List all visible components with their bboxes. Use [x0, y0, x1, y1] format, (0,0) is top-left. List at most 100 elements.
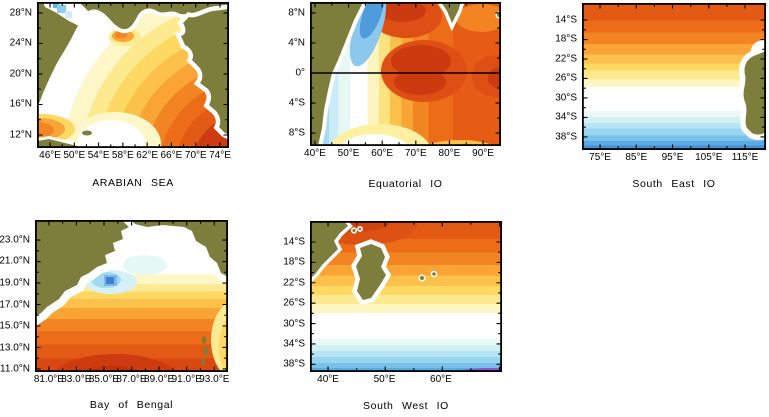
- y-tick-label: 15.0°N: [0, 320, 30, 332]
- y-tick-label: 30°S: [283, 318, 305, 330]
- y-tick-label: 26°S: [283, 297, 305, 309]
- y-axis-equatorial-io: 8°N 4°N 0° 4°S 8°S: [263, 2, 305, 146]
- map-arabian-sea: [37, 2, 229, 148]
- y-tick-label: 23.0°N: [0, 234, 30, 246]
- y-tick-label: 34°S: [283, 338, 305, 350]
- x-tick-label: 85.0°E: [88, 374, 119, 385]
- x-tick-label: 105°E: [695, 152, 723, 163]
- y-tick-label: 8°N: [288, 7, 305, 19]
- map-panel-bay-of-bengal: 81.0°E 83.0°E 85.0°E 87.0°E 89.0°E 91.0°E 93.0…: [0, 220, 229, 385]
- y-tick-label: 26°S: [555, 72, 577, 84]
- x-tick-label: 60°E: [371, 148, 394, 159]
- island-socotra: [80, 129, 94, 137]
- x-tick-label: 40°E: [317, 374, 339, 385]
- x-tick-label: 50°E: [337, 148, 360, 159]
- x-tick-label: 70°E: [404, 148, 427, 159]
- x-tick-label: 93.0°E: [199, 374, 230, 385]
- x-tick-label: 46°E: [39, 150, 61, 161]
- y-tick-label: 11.0°N: [0, 363, 30, 375]
- x-axis-equatorial-io: 40°E 50°E 60°E 70°E 80°E 90°E: [304, 148, 501, 162]
- y-axis-bay-of-bengal: 23.0°N 21.0°N 19.0°N 17.0°N 15.0°N 13.0°N 11.0…: [0, 220, 30, 375]
- y-axis-south-west-io: 14°S 18°S 22°S 26°S 30°S 34°S 38°S: [263, 221, 305, 372]
- x-tick-label: 40°E: [304, 148, 326, 159]
- plot-frame: [35, 220, 228, 372]
- x-tick-label: 74°E: [209, 150, 231, 161]
- x-tick-label: 91.0°E: [171, 374, 202, 385]
- map-bay-of-bengal: [35, 220, 228, 372]
- y-tick-label: 4°N: [288, 37, 305, 49]
- x-tick-label: 83.0°E: [61, 374, 92, 385]
- x-tick-label: 75°E: [589, 152, 611, 163]
- y-tick-label: 12°N: [9, 129, 32, 141]
- x-axis-bay-of-bengal: 81.0°E 83.0°E 85.0°E 87.0°E 89.0°E 91.0°E 93.0…: [33, 374, 230, 388]
- x-tick-label: 62°E: [136, 150, 159, 161]
- y-tick-label: 8°S: [288, 127, 305, 139]
- x-tick-label: 54°E: [87, 150, 110, 161]
- y-tick-label: 18°S: [283, 256, 305, 268]
- axis-ticks: [36, 221, 227, 371]
- y-tick-label: 34°S: [555, 111, 577, 123]
- y-tick-label: 38°S: [555, 131, 577, 143]
- x-tick-label: 81.0°E: [33, 374, 64, 385]
- x-tick-label: 66°E: [160, 150, 183, 161]
- map-panel-equatorial-io: 40°E 50°E 60°E 70°E 80°E 90°E 8°N 4°N 0° 4°S 8°S: [288, 2, 501, 159]
- axis-ticks: [311, 3, 500, 145]
- map-panel-arabian-sea: 46°E 50°E 54°E 58°E 62°E 66°E 70°E 74°E 28°N 24°…: [10, 2, 231, 161]
- y-tick-label: 0°: [295, 67, 305, 79]
- map-panel-south-east-io: 75°E 85°E 95°E 105°E 115°E 14°S 18°S 22°S 26°S 3…: [555, 3, 766, 163]
- axis-ticks: [38, 3, 228, 147]
- x-tick-label: 58°E: [111, 150, 134, 161]
- plot-frame: [310, 221, 502, 372]
- y-tick-label: 17.0°N: [0, 299, 30, 310]
- y-tick-label: 22°S: [555, 53, 577, 65]
- y-tick-label: 28°N: [9, 7, 32, 19]
- y-tick-label: 38°S: [283, 358, 305, 370]
- y-tick-label: 22°S: [283, 277, 305, 289]
- x-tick-label: 80°E: [438, 148, 461, 159]
- title-arabian-sea: ARABIAN SEA: [92, 177, 174, 189]
- y-tick-label: 13.0°N: [0, 342, 30, 354]
- y-tick-label: 4°S: [288, 97, 305, 109]
- y-tick-label: 18°S: [555, 33, 577, 45]
- x-tick-label: 70°E: [184, 150, 207, 161]
- y-tick-label: 20°N: [9, 68, 32, 80]
- axis-ticks: [311, 222, 501, 371]
- y-tick-label: 30°S: [555, 92, 577, 104]
- y-tick-label: 21.0°N: [0, 255, 30, 267]
- y-tick-label: 19.0°N: [0, 277, 30, 289]
- axis-ticks: [583, 4, 765, 149]
- map-panel-south-west-io: 40°E 50°E 60°E 14°S 18°S 22°S 26°S 30°S 34°S 38°…: [283, 221, 502, 385]
- y-axis-arabian-sea: 28°N 24°N 20°N 16°N 12°N: [0, 2, 32, 148]
- title-bay-of-bengal: Bay of Bengal: [89, 399, 174, 411]
- x-tick-label: 89.0°E: [144, 374, 175, 385]
- x-axis-south-east-io: 75°E 85°E 95°E 105°E 115°E: [582, 152, 766, 166]
- sea-field-south-east: [582, 3, 766, 150]
- y-tick-label: 14°S: [283, 236, 305, 248]
- landmass-australia: [744, 51, 766, 135]
- y-tick-label: 16°N: [9, 98, 32, 110]
- sea-field-south-west: [310, 221, 502, 372]
- title-south-east-io: South East IO: [632, 178, 716, 190]
- title-equatorial-io: Equatorial IO: [368, 178, 443, 190]
- title-south-west-io: South West IO: [363, 400, 449, 412]
- x-tick-label: 85°E: [625, 152, 648, 163]
- x-tick-label: 95°E: [661, 152, 684, 163]
- x-tick-label: 60°E: [430, 374, 452, 385]
- x-tick-label: 50°E: [63, 150, 86, 161]
- plot-frame: [37, 2, 229, 148]
- x-tick-label: 115°E: [731, 152, 759, 163]
- plot-frame: [582, 3, 766, 150]
- x-tick-label: 87.0°E: [116, 374, 147, 385]
- y-tick-label: 14°S: [555, 14, 577, 26]
- map-south-west-io: [310, 221, 502, 372]
- x-axis-south-west-io: 40°E 50°E 60°E: [310, 374, 502, 388]
- x-axis-arabian-sea: 46°E 50°E 54°E 58°E 62°E 66°E 70°E 74°E: [37, 150, 231, 164]
- map-south-east-io: [582, 3, 766, 150]
- y-tick-label: 24°N: [9, 37, 32, 49]
- plot-frame: [310, 2, 501, 146]
- persian-gulf-water: [43, 2, 91, 28]
- x-tick-label: 90°E: [472, 148, 494, 159]
- map-equatorial-io: [310, 2, 501, 146]
- x-tick-label: 50°E: [373, 374, 396, 385]
